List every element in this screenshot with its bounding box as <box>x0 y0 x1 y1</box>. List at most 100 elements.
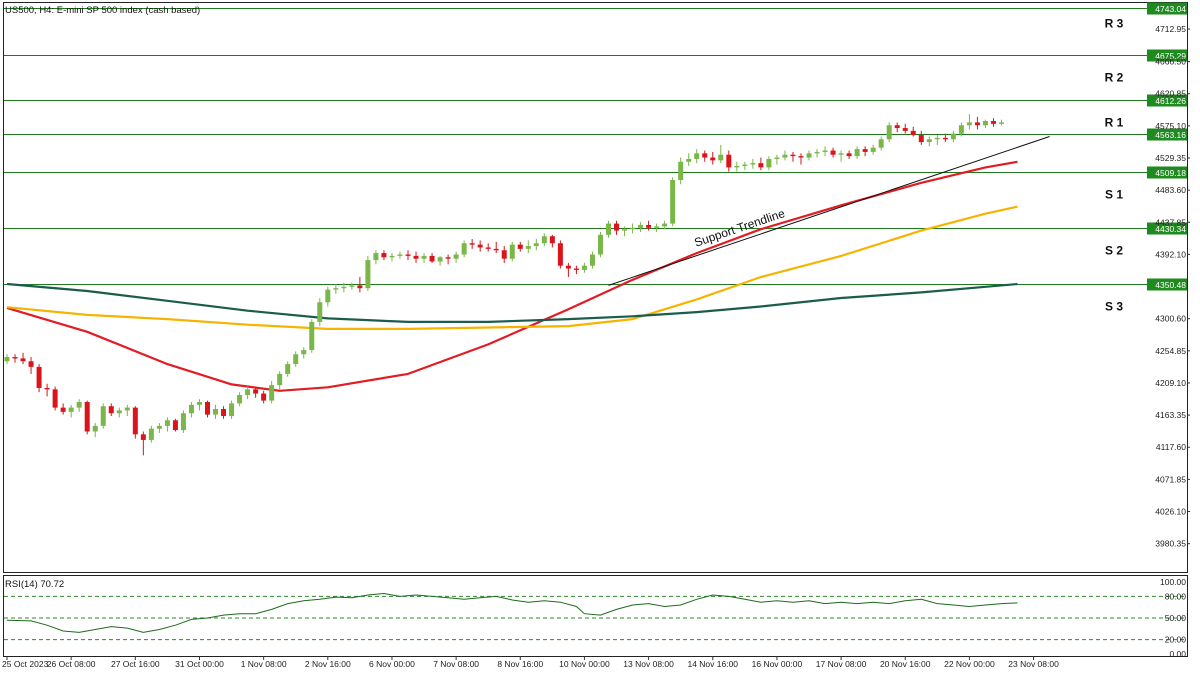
candle-body <box>726 154 732 168</box>
candle-body <box>253 389 259 394</box>
candle-body <box>798 156 804 158</box>
candle-body <box>437 257 443 262</box>
price-tag <box>1147 222 1187 235</box>
candle-body <box>606 223 611 235</box>
candle-body <box>92 425 98 432</box>
candle-body <box>357 285 363 289</box>
candle-body <box>678 161 684 181</box>
candle-body <box>445 257 451 259</box>
candle-body <box>581 265 587 270</box>
candle-body <box>28 361 34 367</box>
candle-body <box>902 128 908 131</box>
candle-body <box>68 407 74 412</box>
candle-body <box>854 149 860 157</box>
rsi-tick-label: 0.00 <box>1169 649 1186 659</box>
price-tag <box>1147 128 1187 141</box>
candle-body <box>782 154 788 158</box>
candle-body <box>188 404 194 414</box>
candle-body <box>196 402 202 405</box>
price-tick-label: 4026.10 <box>1155 507 1186 517</box>
candle-body <box>317 302 323 322</box>
candle-body <box>213 409 219 415</box>
candle-body <box>325 289 331 303</box>
price-tick-label: 4163.35 <box>1155 410 1186 420</box>
candle-body <box>389 255 395 258</box>
candle-body <box>381 253 387 258</box>
candle-body <box>132 407 138 435</box>
candle-body <box>429 255 435 262</box>
time-tick-label: 23 Nov 08:00 <box>1008 659 1059 669</box>
candle-body <box>886 125 892 140</box>
candle-body <box>156 425 162 429</box>
candle-body <box>245 389 251 395</box>
candle-body <box>4 357 10 362</box>
price-tick-label: 4071.85 <box>1155 474 1186 484</box>
candle-body <box>589 254 595 266</box>
time-tick-label: 20 Nov 16:00 <box>880 659 931 669</box>
candle-body <box>974 122 980 126</box>
candle-body <box>84 402 90 432</box>
candle-body <box>44 387 50 390</box>
time-tick-label: 13 Nov 08:00 <box>623 659 674 669</box>
candle-body <box>205 402 210 415</box>
price-tag-text: 4675.29 <box>1155 51 1186 61</box>
moving-average-line <box>6 282 1018 323</box>
rsi-tick-label: 50.00 <box>1165 613 1187 623</box>
price-tick-label: 3980.35 <box>1155 539 1186 549</box>
candle-body <box>622 229 628 231</box>
price-tick-label: 4209.10 <box>1155 378 1186 388</box>
level-label: R 2 <box>1105 71 1124 85</box>
candle-body <box>670 180 676 224</box>
price-tag <box>1147 94 1187 107</box>
candle-body <box>124 407 130 411</box>
time-tick-label: 1 Nov 08:00 <box>241 659 287 669</box>
candle-body <box>549 236 555 244</box>
candle-body <box>790 154 796 157</box>
candle-body <box>453 254 459 259</box>
candle-body <box>333 288 339 290</box>
candle-body <box>365 260 371 289</box>
candle-body <box>373 253 379 261</box>
candle-body <box>293 354 299 365</box>
candle-body <box>20 358 26 362</box>
candle-body <box>870 147 876 152</box>
candle-body <box>60 407 66 412</box>
candle-body <box>349 285 355 287</box>
price-tag-text: 4430.34 <box>1155 224 1186 234</box>
candle-body <box>309 321 315 351</box>
candle-body <box>301 350 307 355</box>
candle-body <box>148 428 154 440</box>
candle-body <box>76 402 82 408</box>
price-tag <box>1147 166 1187 179</box>
levels-layer: 4743.04 R 3 4675.29 R 2 4612.26 R 1 4563.16 450… <box>4 2 1187 314</box>
candle-body <box>108 406 114 414</box>
rsi-tick-label: 80.00 <box>1165 591 1187 601</box>
candle-body <box>533 243 539 247</box>
candle-body <box>221 409 227 417</box>
candle-body <box>694 153 700 159</box>
price-tick-label: 4254.85 <box>1155 346 1186 356</box>
candle-body <box>52 389 58 408</box>
moving-averages-layer <box>6 160 1018 392</box>
candle-body <box>517 244 523 249</box>
time-tick-label: 27 Oct 16:00 <box>111 659 160 669</box>
level-label: S 1 <box>1105 188 1123 202</box>
rsi-plot-frame <box>3 575 1188 657</box>
candle-body <box>172 420 178 431</box>
time-tick-label: 22 Nov 00:00 <box>944 659 995 669</box>
candle-body <box>814 151 820 154</box>
price-tag-text: 4563.16 <box>1155 130 1186 140</box>
rsi-panel: 100.00 80.00 50.00 20.00 0.00 <box>4 577 1187 659</box>
candle-body <box>557 243 563 266</box>
price-tick-label: 4117.60 <box>1156 442 1186 452</box>
candle-body <box>750 163 756 165</box>
time-tick-label: 17 Nov 08:00 <box>816 659 867 669</box>
candle-body <box>277 373 283 386</box>
candle-body <box>269 385 275 401</box>
rsi-line <box>6 592 1018 633</box>
candle-body <box>501 250 507 259</box>
candle-body <box>838 153 844 155</box>
